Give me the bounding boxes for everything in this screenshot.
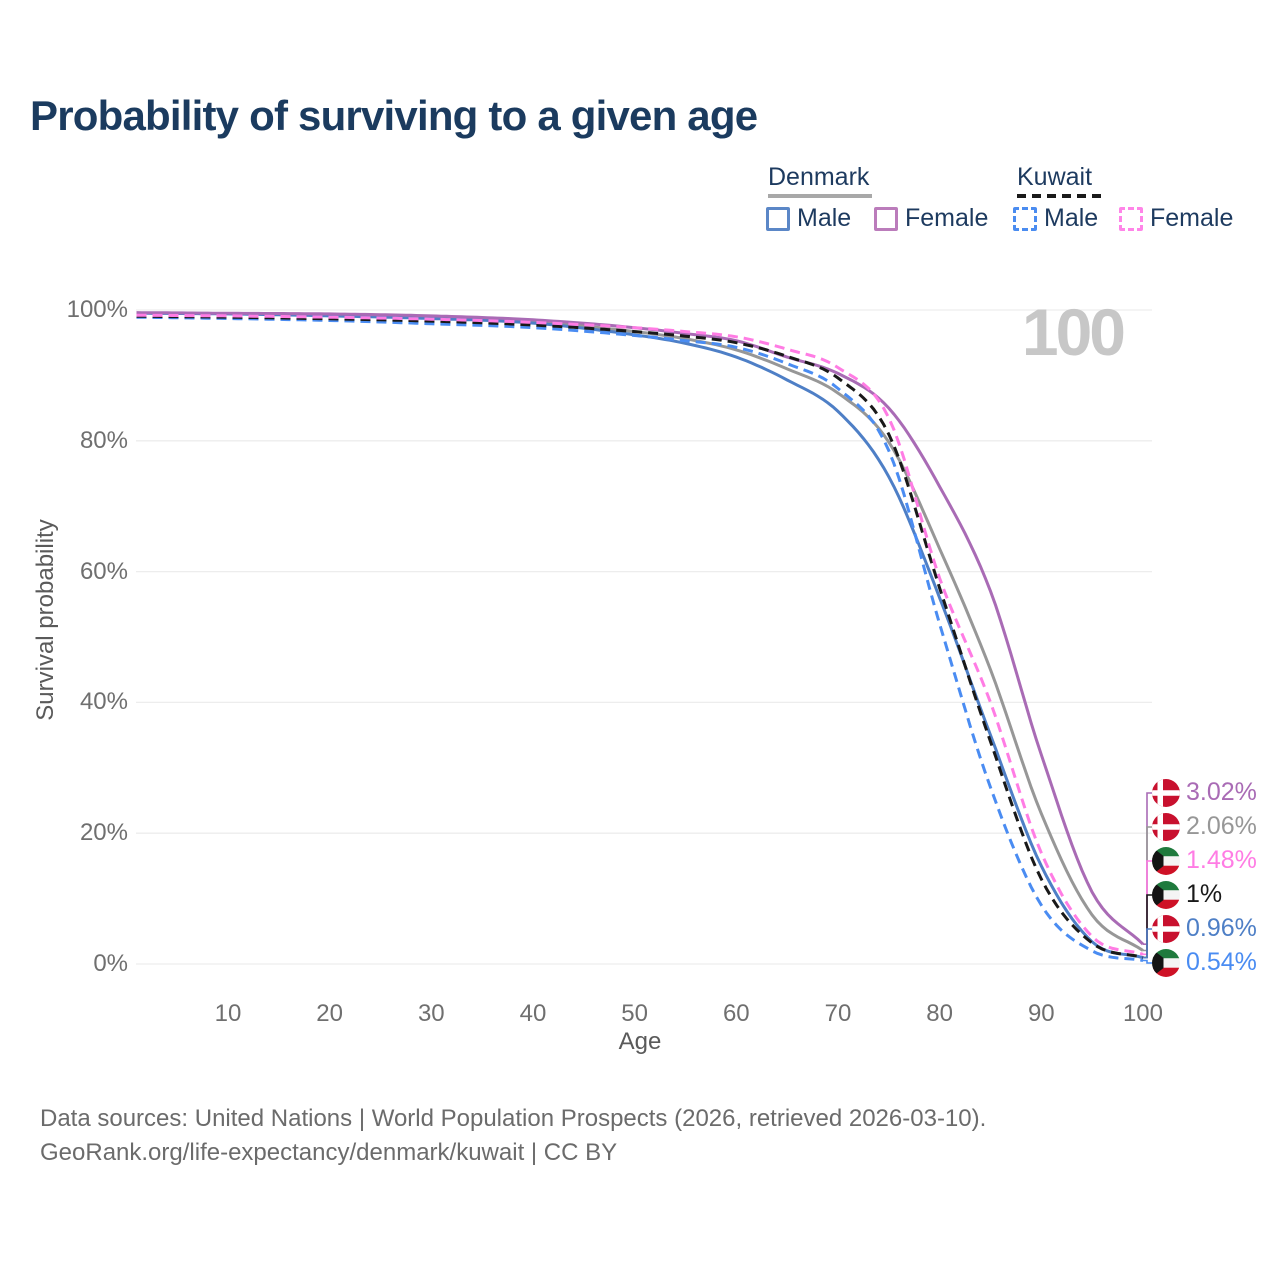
- label-connector: [1143, 792, 1154, 945]
- x-tick-label: 10: [214, 1000, 242, 1027]
- y-tick-label: 0%: [93, 950, 128, 977]
- legend-item-label: Female: [1150, 204, 1234, 232]
- end-label-kuwait-female: 1.48%: [1186, 846, 1257, 874]
- flag-kuwait-icon: [1152, 847, 1180, 875]
- legend-item-denmark-male[interactable]: Male: [766, 204, 851, 233]
- end-label-denmark-female: 3.02%: [1186, 778, 1257, 806]
- end-label-denmark-male: 0.96%: [1186, 914, 1257, 942]
- label-connector: [1143, 928, 1154, 959]
- flag-kuwait-icon: [1152, 949, 1180, 977]
- end-label-kuwait-both: 1%: [1186, 880, 1223, 908]
- curve-denmark-male: [136, 311, 1144, 960]
- legend-item-denmark-female[interactable]: Female: [874, 204, 988, 233]
- x-tick-label: 40: [519, 1000, 547, 1027]
- x-tick-label: 60: [722, 1000, 750, 1027]
- flag-denmark-icon: [1152, 915, 1180, 943]
- y-tick-label: 60%: [79, 557, 128, 585]
- y-tick-label: 40%: [79, 688, 128, 716]
- kuwait-male-checkbox-icon[interactable]: [1013, 206, 1037, 231]
- end-label-denmark-both: 2.06%: [1186, 812, 1257, 840]
- curve-denmark-both: [136, 311, 1144, 952]
- label-connector: [1143, 959, 1154, 964]
- kuwait-female-checkbox-icon[interactable]: [1119, 206, 1143, 231]
- denmark-female-checkbox-icon[interactable]: [874, 206, 898, 231]
- legend-group-denmark-title: Denmark: [768, 163, 870, 191]
- x-tick-label: 90: [1027, 1000, 1055, 1027]
- denmark-solid-line-sample: [768, 194, 872, 198]
- y-tick-label: 20%: [79, 819, 128, 847]
- legend-item-label: Female: [905, 204, 989, 232]
- legend-item-kuwait-female[interactable]: Female: [1119, 204, 1233, 233]
- x-tick-label: 100: [1122, 1000, 1163, 1027]
- y-axis-title: Survival probability: [32, 519, 59, 721]
- attribution-text: GeoRank.org/life-expectancy/denmark/kuwa…: [40, 1139, 618, 1166]
- legend-item-label: Male: [1044, 204, 1099, 232]
- x-tick-label: 20: [316, 1000, 343, 1027]
- x-tick-label: 50: [621, 1000, 648, 1027]
- curve-kuwait-female: [136, 313, 1144, 956]
- x-tick-label: 70: [824, 1000, 852, 1027]
- curve-kuwait-both: [136, 314, 1144, 959]
- kuwait-dashed-line-sample: [1017, 194, 1103, 198]
- x-tick-label: 80: [926, 1000, 953, 1027]
- page-title: Probability of surviving to a given age: [30, 92, 758, 139]
- legend-item-kuwait-male[interactable]: Male: [1013, 204, 1098, 233]
- label-connector: [1143, 860, 1154, 956]
- y-tick-label: 80%: [79, 426, 128, 454]
- legend-group-kuwait-title: Kuwait: [1017, 163, 1093, 191]
- data-sources-text: Data sources: United Nations | World Pop…: [40, 1105, 987, 1132]
- age-watermark: 100: [1021, 295, 1126, 369]
- legend-item-label: Male: [797, 204, 852, 232]
- flag-kuwait-icon: [1152, 881, 1180, 909]
- end-label-kuwait-male: 0.54%: [1186, 948, 1257, 976]
- x-tick-label: 30: [417, 1000, 445, 1027]
- flag-denmark-icon: [1152, 779, 1180, 807]
- y-tick-label: 100%: [66, 296, 128, 323]
- flag-denmark-icon: [1152, 813, 1180, 841]
- denmark-male-checkbox-icon[interactable]: [766, 206, 790, 231]
- curve-kuwait-male: [136, 315, 1144, 962]
- curve-denmark-female: [136, 311, 1145, 946]
- x-axis-title: Age: [618, 1028, 662, 1055]
